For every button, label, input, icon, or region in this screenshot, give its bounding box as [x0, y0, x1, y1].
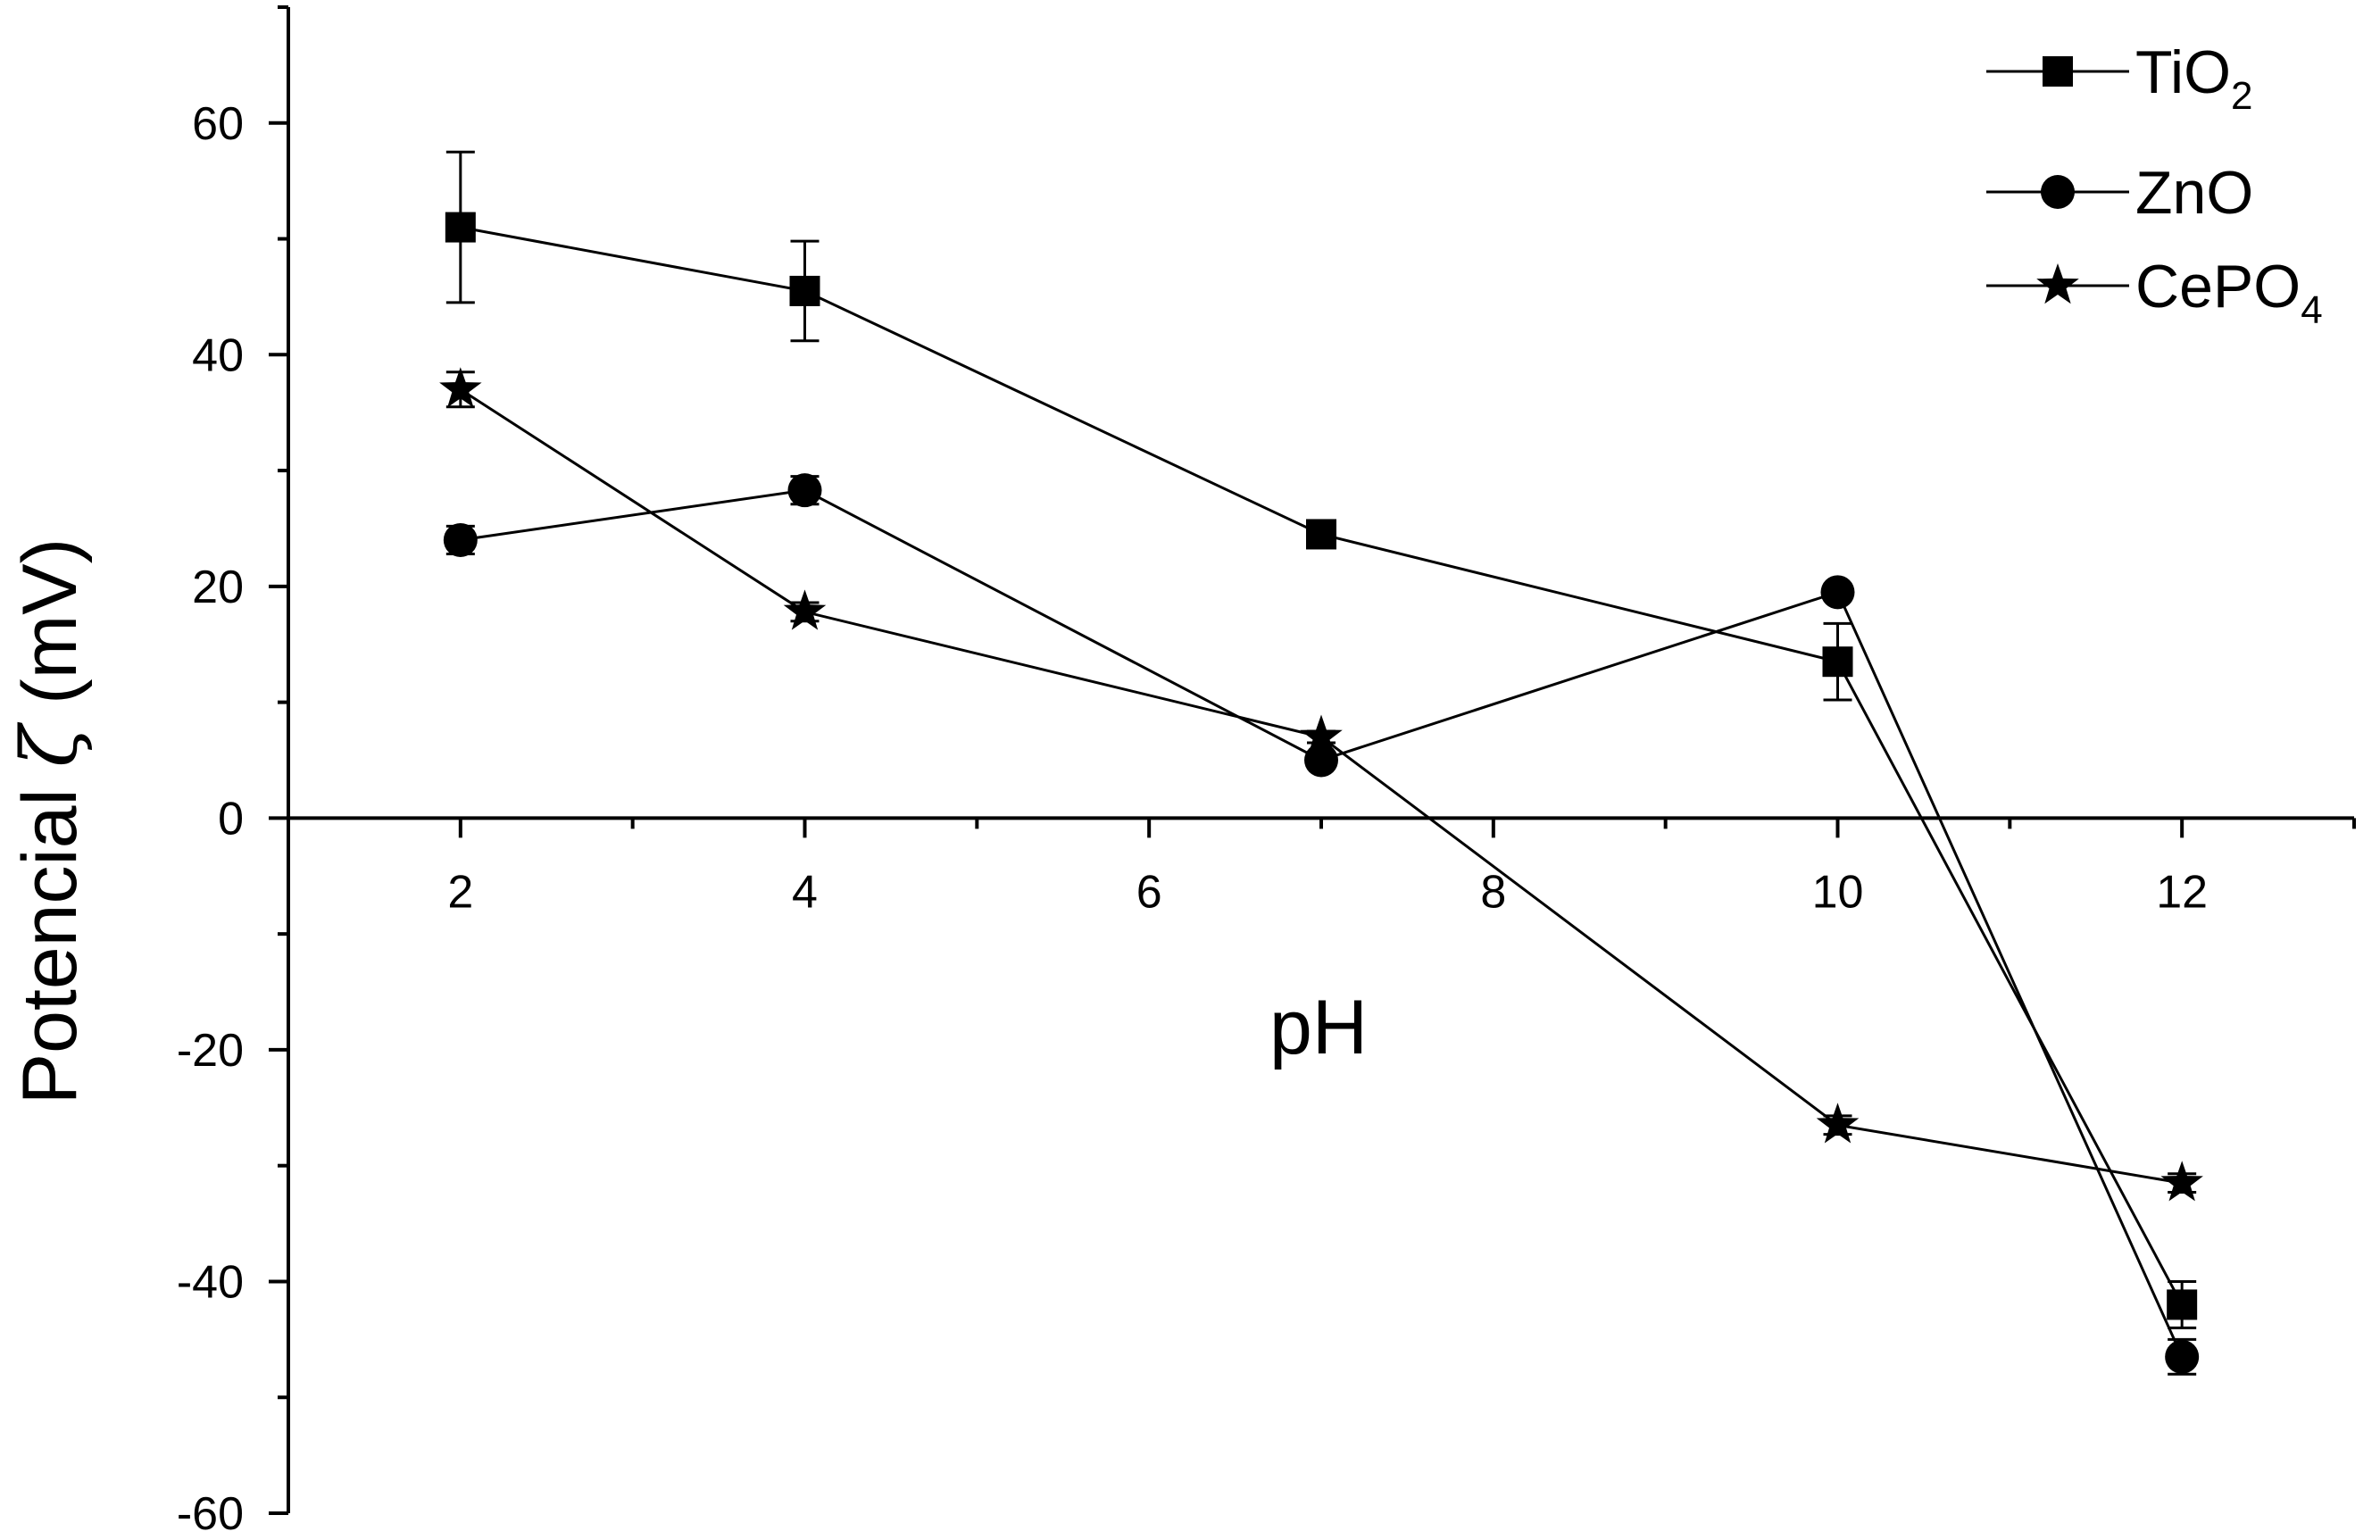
data-point — [1816, 1103, 1860, 1144]
legend: TiO2 ZnO CePO4 — [1986, 38, 2323, 332]
data-point — [439, 367, 482, 408]
y-tick-label: 40 — [192, 329, 244, 381]
x-tick-label: 12 — [2156, 866, 2208, 918]
data-point — [2167, 1289, 2198, 1320]
x-axis-title: pH — [1269, 985, 1368, 1070]
data-point — [1300, 714, 1343, 755]
legend-marker — [2036, 263, 2079, 304]
y-tick-label: 60 — [192, 98, 244, 150]
axes: -60 -40 -20 0 20 40 60 2 4 6 8 10 12 — [177, 5, 2356, 1540]
y-tick-label: 20 — [192, 562, 244, 613]
legend-marker — [2041, 175, 2075, 209]
series-layer — [439, 150, 2203, 1376]
data-point — [445, 212, 476, 243]
legend-marker — [2043, 56, 2073, 87]
x-tick-label: 10 — [1812, 866, 1864, 918]
data-point — [783, 589, 827, 630]
legend-label: TiO2 — [2135, 38, 2253, 118]
series-zno — [443, 473, 2200, 1376]
y-tick-label: -20 — [177, 1025, 244, 1077]
x-tick-label: 8 — [1480, 866, 1506, 918]
y-axis-title-symbol: ζ — [5, 722, 95, 768]
y-tick-label: 0 — [218, 793, 244, 845]
series-cepo — [439, 367, 2203, 1202]
x-tick-label: 4 — [792, 866, 818, 918]
y-axis-title-prefix: Potencial — [7, 768, 93, 1105]
data-point — [2165, 1339, 2200, 1374]
data-point — [2160, 1161, 2203, 1202]
y-axis-title: Potencial ζ (mV) — [5, 538, 95, 1104]
series-line — [460, 488, 2184, 1358]
data-point — [1306, 519, 1336, 550]
data-point — [443, 522, 478, 557]
y-axis-title-suffix: (mV) — [7, 538, 93, 726]
y-tick-label: -40 — [177, 1256, 244, 1308]
series-tio — [445, 150, 2198, 1329]
data-point — [1822, 646, 1853, 678]
y-tick-label: -60 — [177, 1488, 244, 1540]
x-tick-label: 6 — [1136, 866, 1162, 918]
data-point — [1304, 743, 1338, 778]
legend-label: ZnO — [2135, 159, 2253, 227]
data-point — [789, 275, 820, 306]
x-tick-label: 2 — [447, 866, 473, 918]
legend-label: CePO4 — [2135, 253, 2323, 332]
data-point — [787, 473, 822, 508]
data-point — [1820, 575, 1855, 610]
